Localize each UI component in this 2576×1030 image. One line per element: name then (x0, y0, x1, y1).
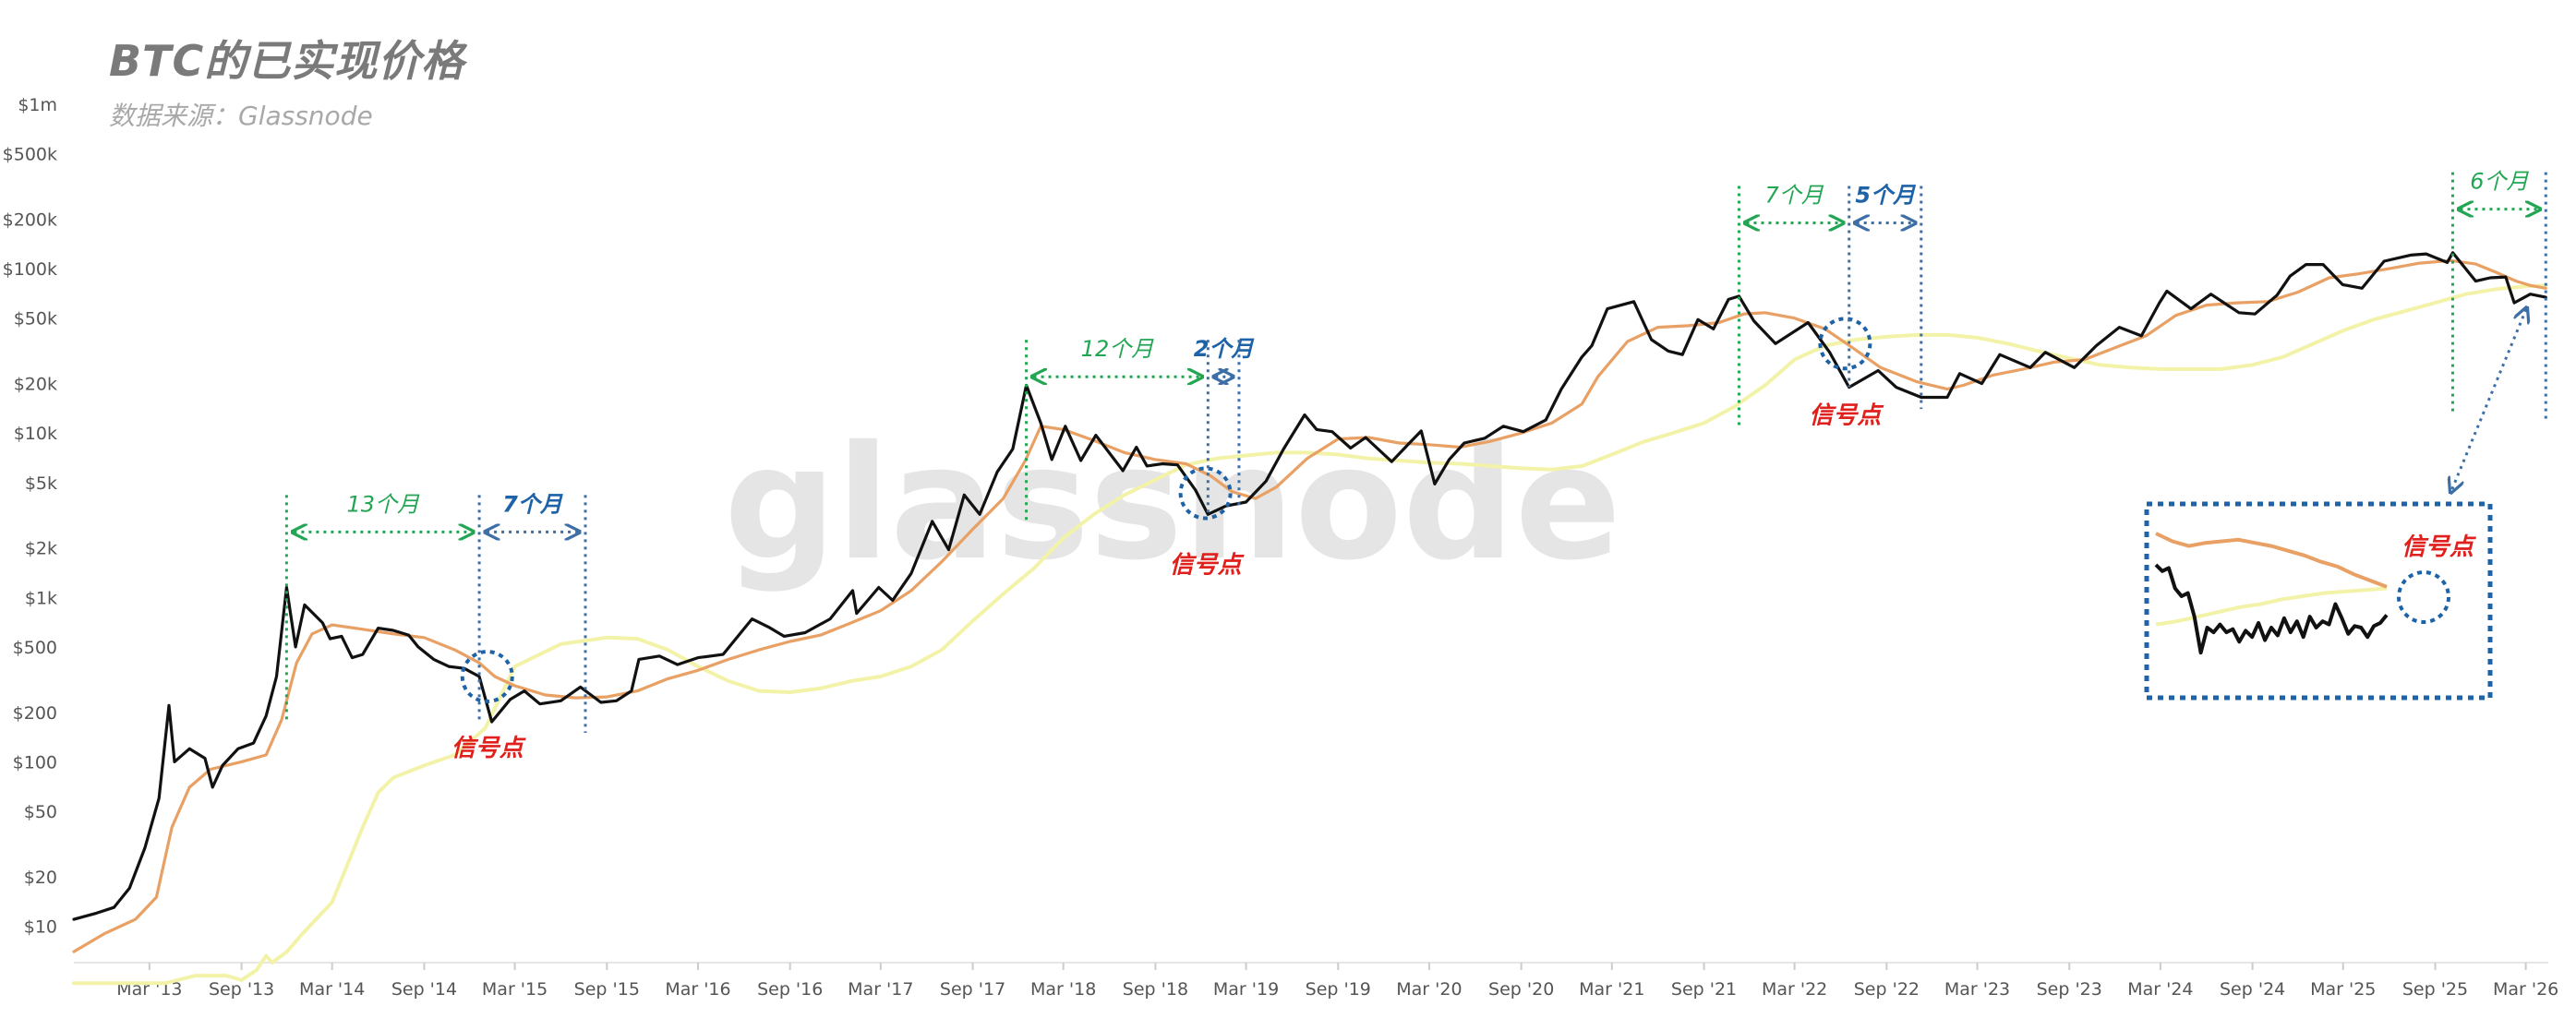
y-tick-label: $100k (3, 259, 57, 280)
y-tick-label: $1m (18, 95, 57, 115)
x-tick-label: Mar '14 (299, 979, 365, 1000)
y-tick-label: $50 (24, 802, 57, 822)
x-tick-label: Sep '14 (391, 979, 457, 1000)
series-group (72, 251, 2548, 986)
inset-signal-label: 信号点 (2401, 533, 2477, 561)
x-tick-label: Mar '20 (1396, 979, 1462, 1000)
y-tick-label: $50k (14, 309, 57, 329)
interval-label: 2个月 (1194, 336, 1255, 362)
y-tick-label: $10 (24, 916, 57, 937)
y-tick-label: $20 (24, 868, 57, 888)
x-tick-label: Sep '21 (1671, 979, 1737, 1000)
x-tick-label: Mar '21 (1579, 979, 1644, 1000)
interval-label: 13个月 (346, 491, 420, 517)
x-tick-label: Sep '24 (2220, 979, 2285, 1000)
signal-circle (1178, 466, 1233, 521)
x-tick-label: Mar '19 (1213, 979, 1279, 1000)
interval-label: 5个月 (1855, 182, 1916, 208)
x-tick-label: Sep '15 (574, 979, 640, 1000)
series-line-yellow (72, 283, 2548, 986)
inset-box (2144, 501, 2493, 701)
x-tick-label: Sep '16 (757, 979, 823, 1000)
y-tick-label: $100 (13, 752, 57, 772)
signal-circle (460, 650, 514, 704)
y-tick-label: $200k (3, 210, 57, 230)
x-tick-label: Mar '25 (2310, 979, 2376, 1000)
inset-line-price (2154, 563, 2389, 655)
axes-group: $1m $500k $200k $100k $50k $20k $10k $5k $2k $1k $… (3, 95, 2559, 1000)
x-tick-label: Mar '22 (1762, 979, 1827, 1000)
series-line-price (72, 251, 2547, 921)
interval-label: 7个月 (502, 491, 563, 517)
y-tick-label: $5k (25, 473, 57, 494)
y-tick-label: $500 (13, 638, 57, 658)
x-tick-label: Sep '18 (1123, 979, 1188, 1000)
x-tick-label: Mar '24 (2127, 979, 2193, 1000)
chart-subtitle: 数据来源：Glassnode (109, 101, 373, 131)
signal-label: 信号点 (451, 735, 527, 762)
x-tick-label: Mar '17 (848, 979, 913, 1000)
x-tick-label: Sep '17 (940, 979, 1005, 1000)
inset-pointer-arrow (2451, 309, 2526, 491)
interval-label: 12个月 (1081, 336, 1155, 362)
y-tick-label: $500k (3, 145, 57, 165)
watermark-text: glassnode (724, 413, 1621, 595)
x-tick-label: Sep '13 (209, 979, 274, 1000)
interval-label: 6个月 (2470, 169, 2529, 195)
x-tick-label: Sep '19 (1306, 979, 1371, 1000)
y-tick-label: $200 (13, 703, 57, 724)
y-tick-label: $20k (14, 375, 57, 395)
chart-title: BTC的已实现价格 (109, 36, 465, 86)
x-tick-label: Sep '25 (2402, 979, 2468, 1000)
y-tick-label: $1k (25, 588, 57, 608)
inset-line-orange (2155, 532, 2388, 589)
x-tick-label: Sep '23 (2037, 979, 2102, 1000)
series-line-orange (72, 258, 2547, 953)
signal-label: 信号点 (1170, 551, 1246, 579)
y-tick-label: $2k (25, 539, 57, 559)
x-tick-label: Mar '18 (1030, 979, 1096, 1000)
interval-label: 7个月 (1764, 182, 1824, 208)
inset-group: 信号点 (2144, 309, 2526, 701)
x-tick-label: Mar '23 (1944, 979, 2010, 1000)
x-tick-label: Mar '26 (2493, 979, 2558, 1000)
x-tick-label: Mar '16 (665, 979, 730, 1000)
y-tick-label: $10k (14, 424, 57, 444)
signal-circle (1818, 317, 1872, 371)
x-tick-label: Sep '22 (1854, 979, 1920, 1000)
signal-label: 信号点 (1809, 401, 1884, 429)
x-tick-label: Mar '15 (482, 979, 548, 1000)
x-tick-label: Sep '20 (1488, 979, 1554, 1000)
inset-signal-circle (2397, 570, 2450, 624)
